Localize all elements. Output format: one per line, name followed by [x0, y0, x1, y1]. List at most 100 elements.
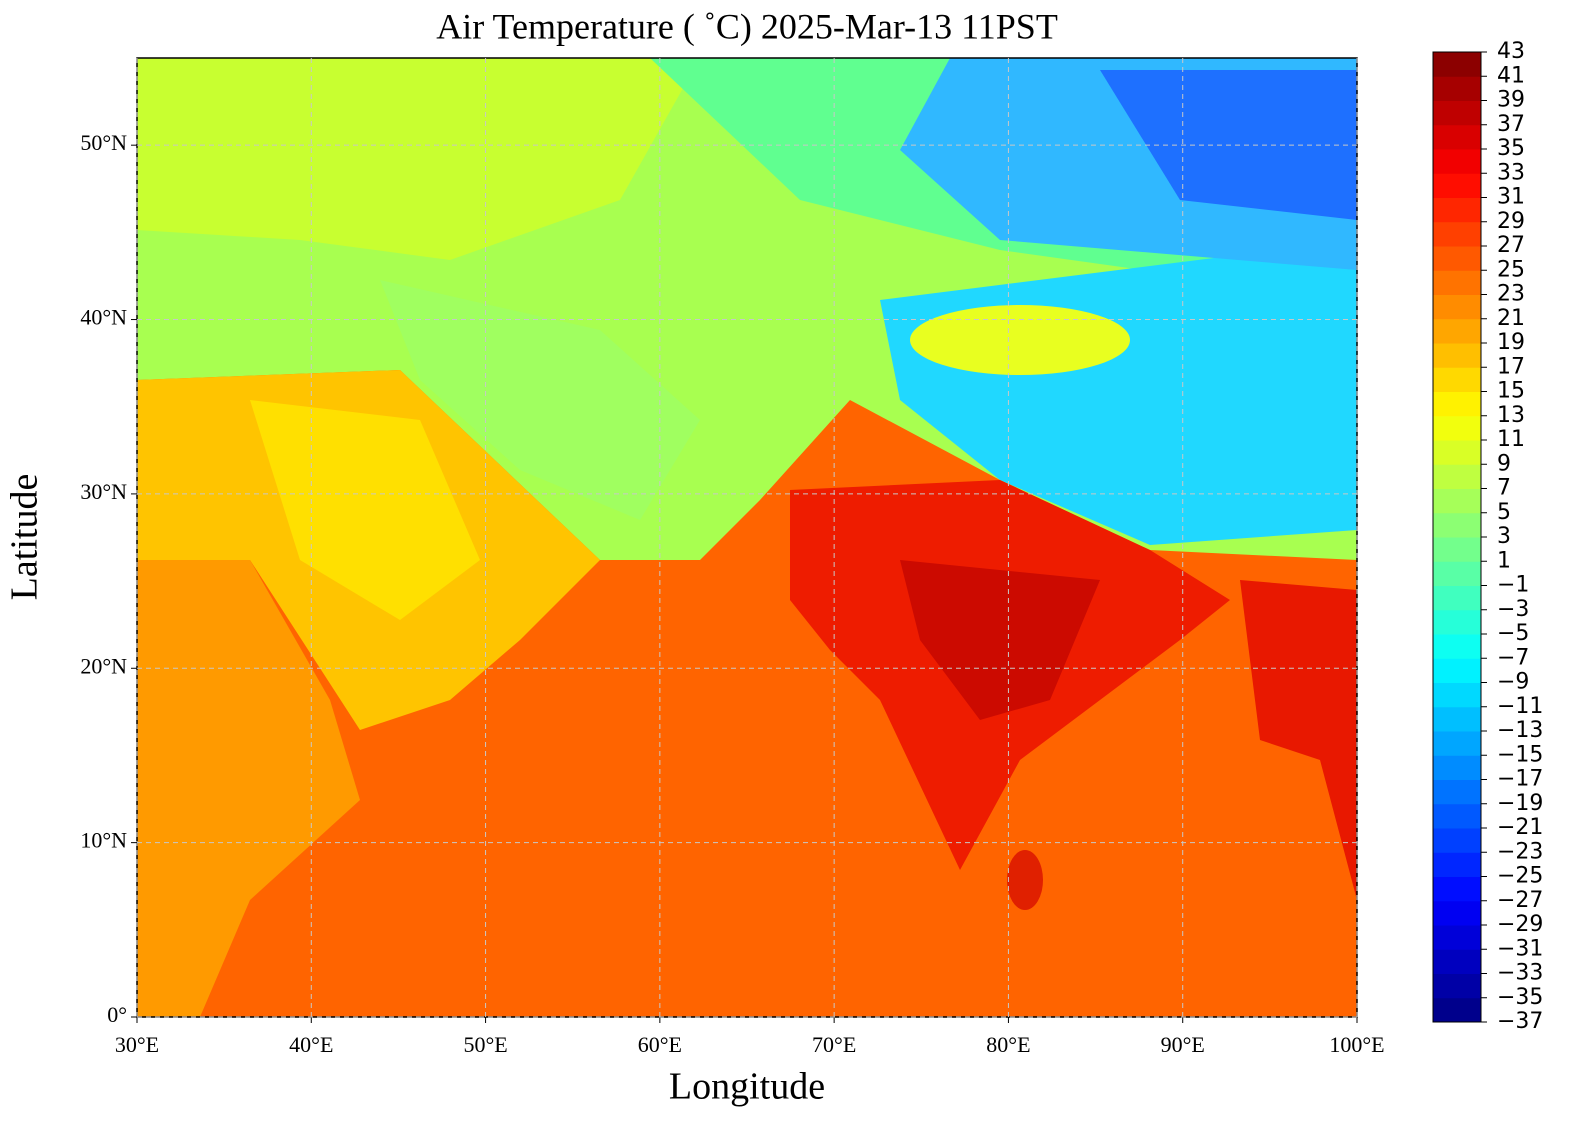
- colorbar-band: [1433, 973, 1481, 999]
- colorbar-tick-label: −27: [1497, 888, 1543, 913]
- colorbar-band: [1433, 415, 1481, 441]
- colorbar-tick-label: 23: [1497, 282, 1525, 307]
- colorbar-tick-label: −5: [1497, 621, 1529, 646]
- colorbar-band: [1433, 512, 1481, 538]
- colorbar-band: [1433, 221, 1481, 247]
- x-tick-label: 90°E: [1161, 1032, 1205, 1057]
- colorbar-tick-label: 37: [1497, 112, 1525, 137]
- colorbar-tick-label: −15: [1497, 742, 1543, 767]
- colorbar-band: [1433, 755, 1481, 780]
- x-tick-label: 50°E: [463, 1032, 507, 1057]
- colorbar-tick-label: 43: [1497, 39, 1525, 64]
- colorbar-tick-label: 15: [1497, 379, 1525, 404]
- colorbar-tick-label: −9: [1497, 670, 1529, 695]
- colorbar-band: [1433, 925, 1481, 950]
- y-tick-label: 20°N: [80, 653, 127, 678]
- colorbar-band: [1433, 609, 1481, 635]
- arabia-interior: [250, 400, 480, 620]
- iran-plateau: [380, 280, 700, 520]
- colorbar-tick-label: −3: [1497, 597, 1529, 622]
- colorbar-band: [1433, 997, 1481, 1023]
- colorbar-band: [1433, 731, 1481, 756]
- colorbar-band: [1433, 124, 1481, 150]
- colorbar-tick-label: 31: [1497, 185, 1525, 210]
- se-asia: [1240, 580, 1357, 900]
- y-axis-label: Latitude: [4, 474, 46, 601]
- temperature-field: [137, 58, 1357, 1017]
- colorbar-tick-label: −33: [1497, 961, 1543, 986]
- colorbar-band: [1433, 779, 1481, 805]
- colorbar-tick-label: −13: [1497, 718, 1543, 743]
- africa: [137, 560, 360, 1017]
- colorbar-tick-label: 5: [1497, 500, 1511, 525]
- x-tick-label: 80°E: [986, 1032, 1030, 1057]
- x-tick-label: 70°E: [812, 1032, 856, 1057]
- x-tick-label: 100°E: [1329, 1032, 1384, 1057]
- colorbar-tick-label: 33: [1497, 160, 1525, 185]
- colorbar-band: [1433, 173, 1481, 198]
- colorbar-band: [1433, 634, 1481, 659]
- colorbar-tick-label: −19: [1497, 791, 1543, 816]
- colorbar-tick-label: 35: [1497, 136, 1525, 161]
- colorbar-band: [1433, 464, 1481, 489]
- colorbar-tick-label: −23: [1497, 839, 1543, 864]
- tarim-basin: [910, 305, 1130, 375]
- colorbar-band: [1433, 197, 1481, 223]
- colorbar-band: [1433, 343, 1481, 368]
- colorbar-tick-label: 17: [1497, 354, 1525, 379]
- y-tick-label: 0°: [107, 1002, 127, 1027]
- colorbar-band: [1433, 828, 1481, 853]
- colorbar-band: [1433, 440, 1481, 465]
- colorbar-band: [1433, 318, 1481, 344]
- northern-land: [137, 58, 700, 260]
- colorbar-tick-label: −31: [1497, 936, 1543, 961]
- colorbar-tick-label: −21: [1497, 815, 1543, 840]
- colorbar-tick-label: −1: [1497, 573, 1529, 598]
- colorbar-band: [1433, 294, 1481, 320]
- colorbar-tick-label: 1: [1497, 548, 1511, 573]
- y-tick-label: 10°N: [80, 828, 127, 853]
- colorbar-tick-label: 39: [1497, 88, 1525, 113]
- x-tick-label: 30°E: [115, 1032, 159, 1057]
- colorbar-tick-label: 7: [1497, 476, 1511, 501]
- x-axis-label: Longitude: [669, 1066, 825, 1108]
- colorbar-band: [1433, 585, 1481, 611]
- colorbar-band: [1433, 391, 1481, 417]
- colorbar-band: [1433, 76, 1481, 101]
- colorbar-tick-label: 25: [1497, 257, 1525, 282]
- colorbar-tick-label: 13: [1497, 403, 1525, 428]
- colorbar-tick-label: −11: [1497, 694, 1543, 719]
- colorbar-band: [1433, 803, 1481, 829]
- colorbar-tick-label: 3: [1497, 524, 1511, 549]
- sri-lanka: [1007, 850, 1043, 910]
- y-tick-label: 50°N: [80, 130, 127, 155]
- colorbar-band: [1433, 949, 1481, 974]
- colorbar-band: [1433, 852, 1481, 877]
- colorbar-band: [1433, 52, 1481, 77]
- colorbar-band: [1433, 682, 1481, 708]
- colorbar-tick-label: 19: [1497, 330, 1525, 355]
- colorbar-band: [1433, 537, 1481, 562]
- colorbar-tick-label: 21: [1497, 306, 1525, 331]
- colorbar-band: [1433, 561, 1481, 586]
- colorbar-tick-label: 41: [1497, 63, 1525, 88]
- chart-title: Air Temperature ( ˚C) 2025-Mar-13 11PST: [436, 6, 1058, 46]
- x-tick-label: 40°E: [289, 1032, 333, 1057]
- colorbar-band: [1433, 246, 1481, 271]
- colorbar-band: [1433, 367, 1481, 392]
- y-tick-label: 30°N: [80, 479, 127, 504]
- colorbar-tick-label: −35: [1497, 985, 1543, 1010]
- x-tick-label: 60°E: [638, 1032, 682, 1057]
- colorbar-tick-label: 9: [1497, 451, 1511, 476]
- india-hot: [900, 560, 1100, 720]
- colorbar-tick-label: −17: [1497, 767, 1543, 792]
- colorbar-band: [1433, 100, 1481, 126]
- colorbar-tick-label: −25: [1497, 864, 1543, 889]
- colorbar-band: [1433, 876, 1481, 902]
- colorbar-band: [1433, 900, 1481, 926]
- colorbar-tick-label: −29: [1497, 912, 1543, 937]
- colorbar-tick-label: 29: [1497, 209, 1525, 234]
- colorbar-tick-label: −7: [1497, 645, 1529, 670]
- colorbar-tick-label: −37: [1497, 1009, 1543, 1034]
